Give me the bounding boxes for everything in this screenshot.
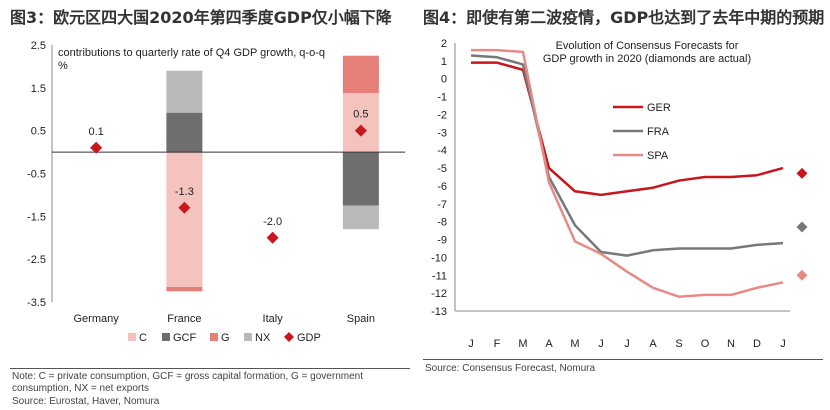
x-tick-label: A	[545, 338, 553, 350]
x-tick-label: M	[518, 338, 527, 350]
x-tick-label: M	[570, 338, 579, 350]
y-tick-label: 2.5	[31, 40, 46, 52]
legend-label-nx: NX	[255, 332, 271, 344]
y-tick-label: -8	[437, 217, 447, 229]
x-tick-label: N	[727, 338, 735, 350]
x-tick-label: O	[701, 338, 710, 350]
bar-nx-france	[166, 70, 203, 113]
x-tick-label: S	[675, 338, 682, 350]
x-tick-label: J	[624, 338, 630, 350]
chart-source-right: Source: Consensus Forecast, Nomura	[425, 363, 596, 374]
y-tick-label: -12	[431, 288, 447, 300]
panel-gdp-contributions: 图3：欧元区四大国2020年第四季度GDP仅小幅下降 contributions…	[10, 8, 410, 407]
bar-g-france	[166, 287, 203, 292]
y-tick-label: -9	[437, 235, 447, 247]
x-tick-label: A	[649, 338, 657, 350]
chart-title: %	[58, 60, 68, 72]
chart-title: contributions to quarterly rate of Q4 GD…	[58, 47, 325, 59]
chart-title: GDP growth in 2020 (diamonds are actual)	[543, 53, 751, 65]
legend-swatch-gdp	[284, 332, 294, 342]
line-fra	[470, 54, 784, 257]
bar-g-spain	[342, 55, 379, 93]
forecast-chart: 2 1 0 -1 -2 -3 -4 -5 -6 -7 -8 -9 -10 -11 -12 -13 J F M A M J J…	[431, 38, 808, 350]
y-tick-label: -4	[437, 145, 447, 157]
actual-marker-spa	[796, 269, 808, 281]
actual-marker-fra	[796, 221, 808, 233]
legend-swatch-nx	[244, 333, 252, 341]
legend-label-gcf: GCF	[173, 332, 197, 344]
line-spa	[471, 48, 784, 298]
legend-label-g: G	[221, 332, 230, 344]
y-tick-label: -3.5	[27, 297, 46, 309]
y-tick-label: 1.5	[31, 83, 46, 95]
chart-title: Evolution of Consensus Forecasts for	[556, 40, 739, 52]
y-tick-label: 1	[441, 56, 447, 68]
bar-nx-spain	[342, 205, 379, 230]
chart-source-left: Source: Eurostat, Haver, Nomura	[12, 396, 160, 407]
bar-gcf-france	[166, 112, 203, 153]
gdp-data-label: 0.5	[353, 109, 368, 121]
x-tick-label: J	[598, 338, 604, 350]
y-tick-label: -7	[437, 199, 447, 211]
y-tick-label: -1	[437, 92, 447, 104]
legend-label-spa: SPA	[647, 150, 669, 162]
y-tick-label: -2	[437, 109, 447, 121]
y-tick-label: -1.5	[27, 211, 46, 223]
y-tick-label: 0	[441, 74, 447, 86]
line-ger	[471, 61, 784, 197]
x-tick-label: J	[468, 338, 474, 350]
legend-label-ger: GER	[647, 102, 671, 114]
x-tick-label: F	[494, 338, 501, 350]
gdp-marker-spain	[354, 124, 367, 137]
gdp-marker-france	[178, 201, 191, 214]
y-tick-label: 2	[441, 38, 447, 50]
category-label: Germany	[74, 313, 120, 325]
y-tick-label: 0.5	[31, 126, 46, 138]
gdp-data-label: -2.0	[263, 216, 282, 228]
figure-title-4: 图4：即使有第二波疫情，GDP也达到了去年中期的预期	[423, 8, 825, 27]
bar-gcf-spain	[342, 152, 379, 206]
bar-c-spain	[342, 92, 379, 153]
divider	[423, 359, 823, 360]
divider	[10, 368, 410, 369]
y-tick-label: -13	[431, 306, 447, 318]
gdp-data-label: 0.1	[88, 126, 103, 138]
contributions-chart: contributions to quarterly rate of Q4 GD…	[27, 40, 405, 344]
legend-label-c: C	[139, 332, 147, 344]
category-label: Spain	[347, 313, 375, 325]
y-tick-label: -3	[437, 127, 447, 139]
x-tick-label: J	[780, 338, 786, 350]
y-tick-label: -0.5	[27, 169, 46, 181]
y-tick-label: -11	[432, 270, 447, 282]
legend-swatch-gcf	[162, 333, 170, 341]
gdp-marker-germany	[90, 141, 103, 154]
chart-note: Note: C = private consumption, GCF = gro…	[12, 371, 363, 394]
legend-label-gdp: GDP	[297, 332, 321, 344]
category-label: France	[167, 313, 201, 325]
panel-consensus-forecasts: 图4：即使有第二波疫情，GDP也达到了去年中期的预期 2 1 0 -1 -2 -3 -4 -5…	[415, 0, 830, 410]
gdp-marker-italy	[266, 231, 279, 244]
legend-swatch-g	[210, 333, 218, 341]
legend-swatch-c	[128, 333, 136, 341]
figure-title-3: 图3：欧元区四大国2020年第四季度GDP仅小幅下降	[10, 8, 392, 27]
legend-label-fra: FRA	[647, 126, 670, 138]
x-tick-label: D	[753, 338, 761, 350]
category-label: Italy	[263, 313, 284, 325]
y-tick-label: -5	[437, 163, 447, 175]
y-tick-label: -2.5	[27, 254, 46, 266]
actual-marker-ger	[796, 167, 808, 179]
gdp-data-label: -1.3	[175, 186, 194, 198]
bar-c-france	[166, 152, 203, 288]
y-tick-label: -6	[437, 181, 447, 193]
y-tick-label: -10	[431, 252, 447, 264]
